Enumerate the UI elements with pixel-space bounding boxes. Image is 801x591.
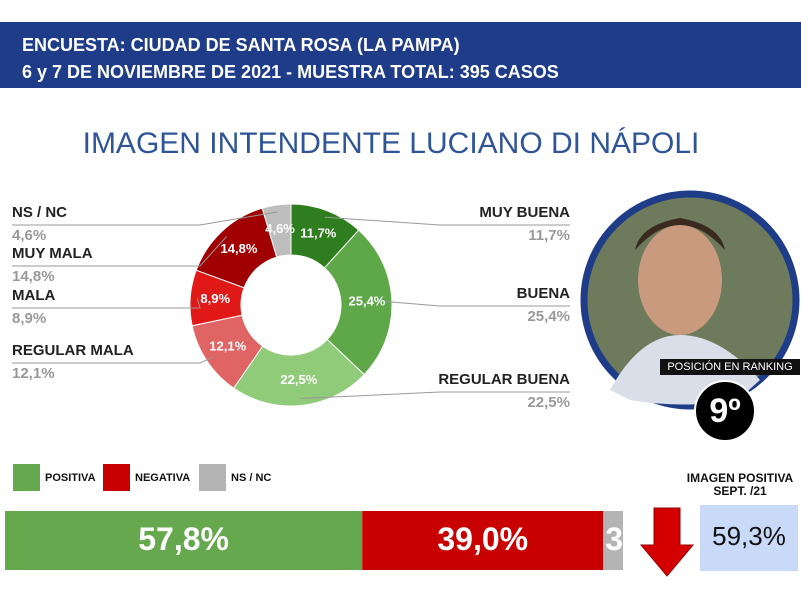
category-value: 22,5% [527,394,570,411]
legend-swatch [103,464,130,491]
photo: POSICIÓN EN RANKING 9º [580,190,800,442]
stacked-bar: 57,8% 39,0% 3,2% [5,511,678,570]
down-arrow [639,507,695,577]
segment-label: 8,9% [200,291,230,306]
previous-box [700,505,798,571]
legend-label: NEGATIVA [135,472,190,484]
category-value: 11,7% [528,227,570,244]
bar-segment [362,511,604,570]
ranking-position: 9º [709,392,740,430]
ranking-label: POSICIÓN EN RANKING [667,360,792,373]
segment-label: 25,4% [349,294,386,309]
category-value: 8,9% [12,310,46,327]
header-band [0,22,801,88]
legend-swatch [13,464,40,491]
category-label: MALA [12,287,55,304]
segment-label: 14,8% [221,241,258,256]
hair [635,218,725,250]
chart-title: IMAGEN INTENDENTE LUCIANO DI NÁPOLI [83,127,700,160]
category-value: 4,6% [12,227,46,244]
category-label: MUY BUENA [479,204,570,221]
category-label: REGULAR MALA [12,342,134,359]
category-label: BUENA [517,285,571,302]
previous-label: IMAGEN POSITIVA [687,471,794,485]
bar-segment [5,511,363,570]
legend-label: POSITIVA [45,472,96,484]
ranking-badge [694,380,756,442]
segment-label: 22,5% [280,372,317,387]
previous-label: SEPT. /21 [713,484,767,498]
header-line: 6 y 7 DE NOVIEMBRE DE 2021 - MUESTRA TOT… [22,62,559,82]
legend-label: NS / NC [231,472,271,484]
bar-label: 39,0% [437,521,528,557]
category-value: 14,8% [12,268,55,285]
ranking-band [660,359,800,375]
leader-line [384,300,570,307]
previous-value: 59,3% [712,521,786,551]
leader-line [12,211,278,226]
donut-segment [323,229,393,376]
leader-line [324,216,570,226]
category-label: MUY MALA [12,245,93,262]
bar-label: 3,2% [605,521,678,557]
bar-segment [603,511,623,570]
segment-label: 12,1% [209,339,246,354]
face [638,225,722,335]
segment-label: 4,6% [265,221,295,236]
leader-line [300,391,570,399]
legend: POSITIVA NEGATIVA NS / NC [13,464,271,491]
category-value: 25,4% [527,308,570,325]
donut-segment [261,203,292,258]
leader-line [12,356,213,364]
legend-swatch [199,464,226,491]
category-label: NS / NC [12,204,67,221]
header-line: ENCUESTA: CIUDAD DE SANTA ROSA (LA PAMPA… [22,35,460,55]
category-label: REGULAR BUENA [438,371,570,388]
category-value: 12,1% [12,365,55,382]
leader-line [12,298,201,309]
segment-label: 11,7% [300,226,337,241]
donut: 11,7% MUY BUENA 11,7% 25,4% BUENA 25,4% 22,5% R… [12,203,571,411]
bar-label: 57,8% [138,521,229,557]
leader-line [12,236,228,267]
